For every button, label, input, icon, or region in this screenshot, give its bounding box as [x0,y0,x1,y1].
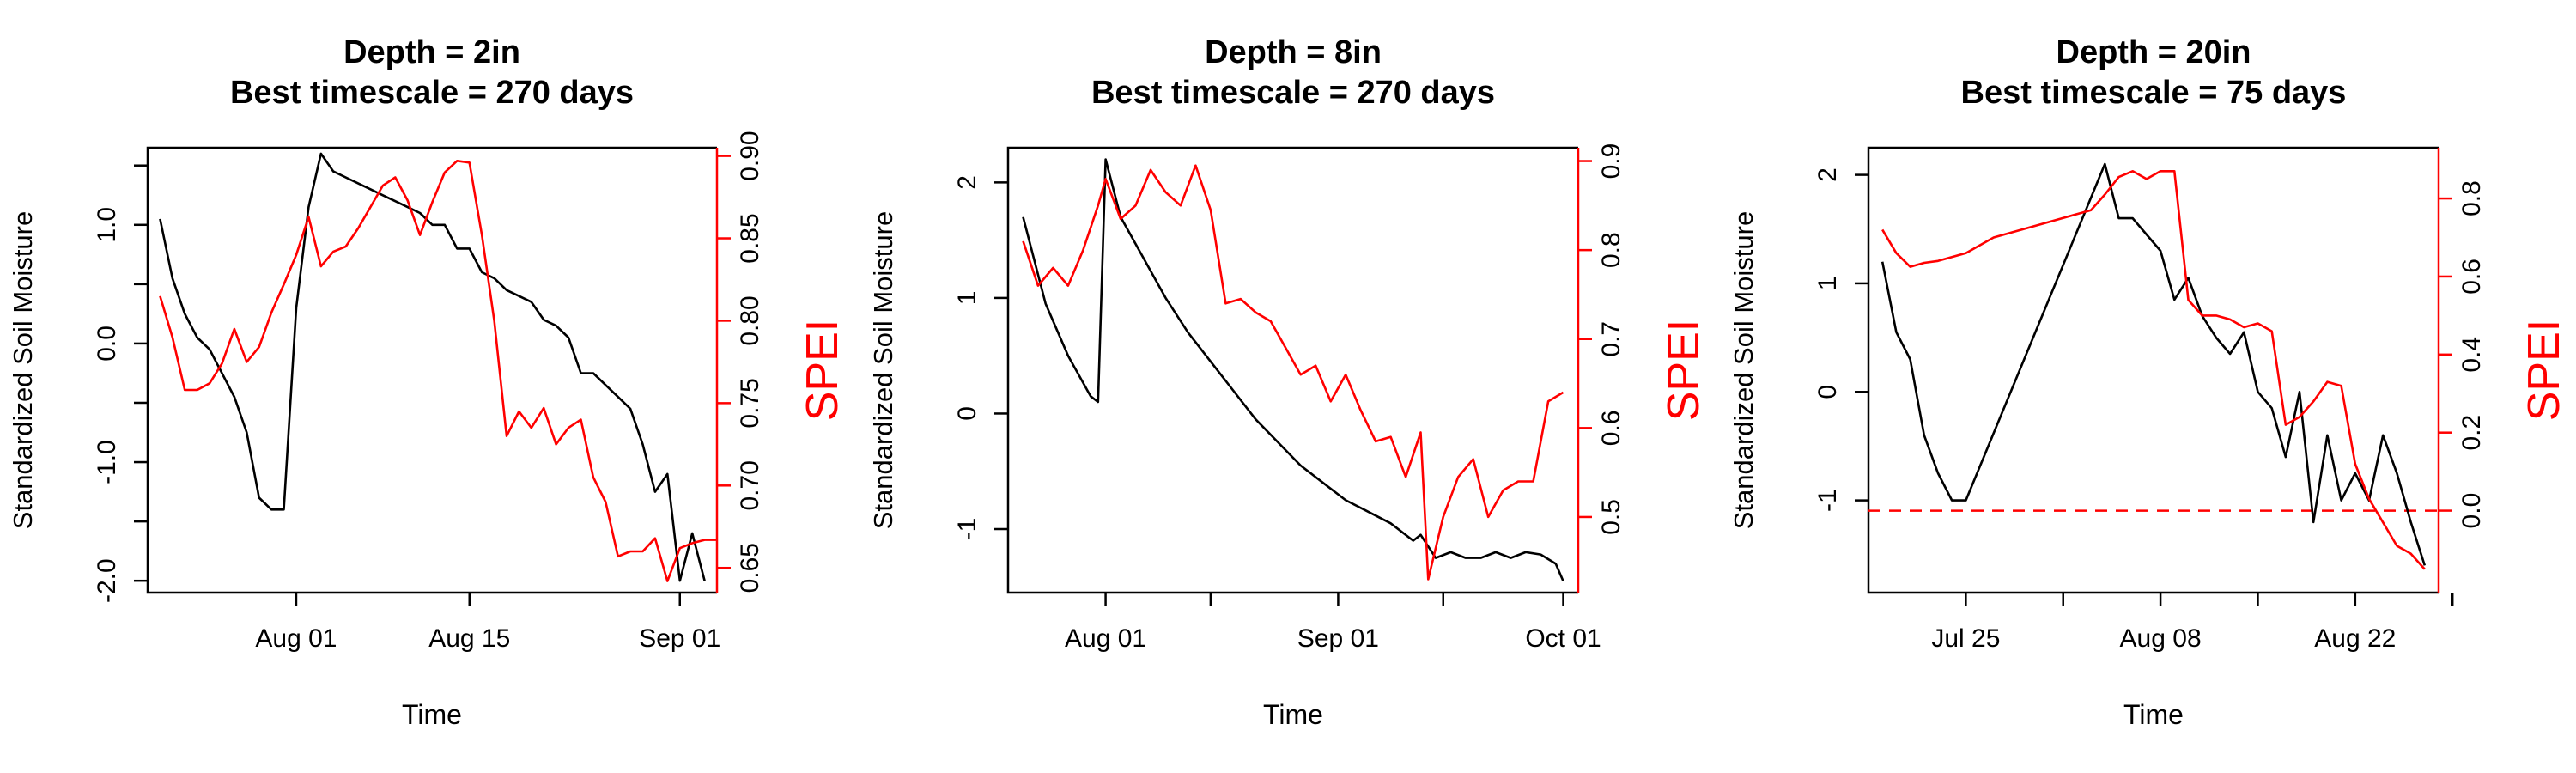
y2-tick-label: 0.90 [736,131,764,180]
y-tick-label: 0 [953,406,981,421]
x-tick-label: Aug 22 [2314,624,2396,653]
y-tick-label: 0 [1814,385,1842,399]
y2-tick-label: 0.85 [736,213,764,263]
chart-panel-3: Depth = 20in Best timescale = 75 days Jul … [1728,34,2569,730]
y-tick-label: -2.0 [93,558,121,603]
y2-tick-label: 0.9 [1597,143,1625,180]
chart-title: Depth = 2in [343,34,520,70]
chart-panel-1: Depth = 2in Best timescale = 270 days Aug … [8,34,848,730]
x-axis-label: Time [402,699,462,730]
x-tick-label: Oct 01 [1525,624,1601,653]
y2-tick-label: 0.0 [2458,493,2486,529]
y-tick-label: 2 [1814,167,1842,182]
spei-series-line [1022,164,1564,581]
y2-tick-label: 0.8 [1597,232,1625,268]
plot-frame [1006,146,1578,594]
x-axis-label: Time [2123,699,2184,730]
y-tick-label: -1 [953,518,981,541]
y2-tick-label: 0.8 [2458,180,2486,216]
x-tick-label: Sep 01 [639,624,720,653]
x-axis-label: Time [1263,699,1323,730]
chart-title: Depth = 8in [1205,34,1382,70]
y2-axis-label: SPEI [1659,320,1709,422]
y2-axis-label: SPEI [2519,320,2569,422]
x-tick-label: Jul 25 [1931,624,2000,653]
y2-tick-label: 0.2 [2458,415,2486,451]
y2-tick-label: 0.80 [736,295,764,345]
y-tick-label: 1 [1814,277,1842,291]
y2-tick-label: 0.6 [1597,410,1625,446]
plot-frame [1867,146,2439,594]
x-tick-label: Aug 01 [255,624,337,653]
x-tick-label: Aug 08 [2120,624,2202,653]
y-tick-label: -1.0 [93,440,121,484]
spei-series-line [1881,170,2426,570]
chart-title: Depth = 20in [2057,34,2251,70]
y-tick-label: 2 [953,175,981,190]
y2-axis-label: SPEI [798,320,848,422]
y-axis-label: Standardized Soil Moisture [1728,211,1759,529]
y2-tick-label: 0.70 [736,460,764,510]
soil-moisture-series-line [1022,158,1564,582]
y-tick-label: 1 [953,291,981,306]
plot-frame [146,146,717,594]
y2-tick-label: 0.65 [736,543,764,593]
chart-subtitle: Best timescale = 75 days [1961,75,2347,111]
soil-moisture-series-line [159,152,706,582]
y-tick-label: 0.0 [93,326,121,362]
x-tick-label: Sep 01 [1297,624,1379,653]
x-tick-label: Aug 01 [1065,624,1146,653]
chart-subtitle: Best timescale = 270 days [230,75,634,111]
x-tick-label: Aug 15 [428,624,510,653]
chart-panel-2: Depth = 8in Best timescale = 270 days Aug … [868,34,1709,730]
y-axis-label: Standardized Soil Moisture [8,211,38,529]
y-tick-label: -1 [1814,489,1842,512]
chart-subtitle: Best timescale = 270 days [1091,75,1495,111]
spei-series-line [159,160,717,582]
soil-moisture-series-line [1880,162,2427,566]
y2-tick-label: 0.75 [736,378,764,428]
y2-tick-label: 0.4 [2458,337,2486,373]
y2-tick-label: 0.6 [2458,259,2486,295]
y-axis-label: Standardized Soil Moisture [868,211,898,529]
y2-tick-label: 0.7 [1597,321,1625,357]
y-tick-label: 1.0 [93,207,121,243]
y2-tick-label: 0.5 [1597,499,1625,535]
